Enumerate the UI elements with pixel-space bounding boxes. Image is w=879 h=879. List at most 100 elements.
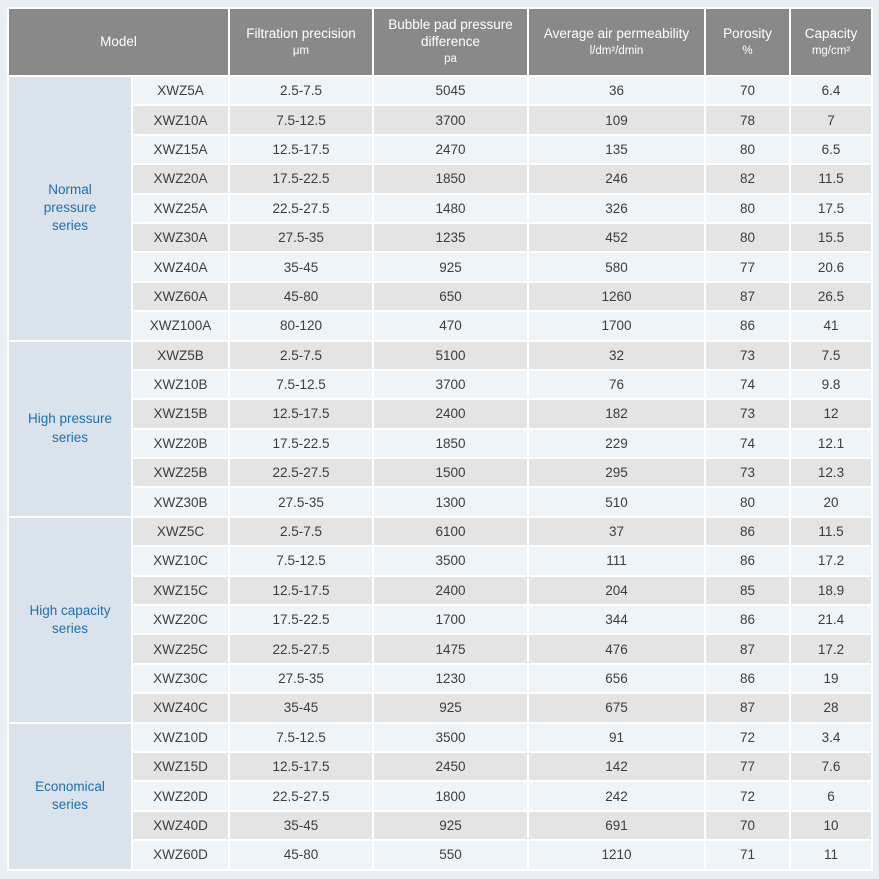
value-cell: 580 [529,253,704,281]
value-cell: 6 [791,782,871,810]
model-cell: XWZ20B [133,429,228,458]
value-cell: 72 [706,723,789,751]
value-cell: 27.5-35 [230,223,372,252]
value-cell: 18.9 [791,576,871,605]
model-cell: XWZ10B [133,370,228,399]
value-cell: 2450 [374,752,527,781]
value-cell: 7.5-12.5 [230,106,372,134]
value-cell: 675 [529,694,704,722]
value-cell: 17.5 [791,194,871,222]
value-cell: 35-45 [230,253,372,281]
group-label: High pressure series [27,411,113,445]
value-cell: 2.5-7.5 [230,517,372,546]
value-cell: 35-45 [230,811,372,840]
value-cell: 70 [706,77,789,105]
value-cell: 7 [791,106,871,134]
value-cell: 691 [529,811,704,840]
value-cell: 80-120 [230,312,372,340]
header-unit: μm [292,44,310,57]
value-cell: 80 [706,488,789,516]
value-cell: 326 [529,194,704,222]
value-cell: 71 [706,841,789,869]
value-cell: 925 [374,811,527,840]
value-cell: 2400 [374,576,527,605]
value-cell: 2.5-7.5 [230,341,372,369]
value-cell: 73 [706,400,789,428]
value-cell: 1800 [374,782,527,810]
header-cell: Filtration precision μm [230,9,372,75]
value-cell: 656 [529,664,704,693]
model-cell: XWZ60D [133,841,228,869]
value-cell: 12.5-17.5 [230,400,372,428]
value-cell: 22.5-27.5 [230,194,372,222]
value-cell: 32 [529,341,704,369]
header-title: Filtration precision [246,25,356,41]
model-cell: XWZ40A [133,253,228,281]
value-cell: 7.5-12.5 [230,370,372,399]
header-title: Capacity [804,25,858,41]
value-cell: 20 [791,488,871,516]
value-cell: 86 [706,606,789,634]
value-cell: 1210 [529,841,704,869]
value-cell: 2.5-7.5 [230,77,372,105]
value-cell: 78 [706,106,789,134]
model-cell: XWZ15C [133,576,228,605]
value-cell: 74 [706,370,789,399]
value-cell: 73 [706,459,789,487]
value-cell: 7.5-12.5 [230,547,372,575]
value-cell: 925 [374,694,527,722]
value-cell: 1850 [374,165,527,193]
model-cell: XWZ15D [133,752,228,781]
value-cell: 7.5 [791,341,871,369]
value-cell: 35-45 [230,694,372,722]
group-label: Economical series [35,778,105,813]
value-cell: 86 [706,664,789,693]
value-cell: 22.5-27.5 [230,459,372,487]
value-cell: 246 [529,165,704,193]
value-cell: 12.3 [791,459,871,487]
value-cell: 11.5 [791,517,871,546]
value-cell: 6.4 [791,77,871,105]
value-cell: 28 [791,694,871,722]
model-cell: XWZ15A [133,135,228,164]
header-unit: mg/cm² [811,44,851,57]
value-cell: 91 [529,723,704,751]
value-cell: 80 [706,135,789,164]
value-cell: 85 [706,576,789,605]
value-cell: 111 [529,547,704,575]
value-cell: 229 [529,429,704,458]
value-cell: 45-80 [230,841,372,869]
value-cell: 1475 [374,635,527,663]
value-cell: 36 [529,77,704,105]
value-cell: 12 [791,400,871,428]
model-cell: XWZ10A [133,106,228,134]
value-cell: 72 [706,782,789,810]
value-cell: 344 [529,606,704,634]
value-cell: 80 [706,223,789,252]
header-cell: Model [9,9,228,75]
value-cell: 109 [529,106,704,134]
group-cell: High pressure series [9,341,131,516]
value-cell: 1480 [374,194,527,222]
value-cell: 1700 [529,312,704,340]
value-cell: 3.4 [791,723,871,751]
value-cell: 510 [529,488,704,516]
value-cell: 182 [529,400,704,428]
value-cell: 3500 [374,723,527,751]
model-cell: XWZ100A [133,312,228,340]
model-cell: XWZ30C [133,664,228,693]
value-cell: 5045 [374,77,527,105]
value-cell: 12.1 [791,429,871,458]
value-cell: 204 [529,576,704,605]
value-cell: 295 [529,459,704,487]
header-cell: Bubble pad pressure difference pa [374,9,527,75]
value-cell: 41 [791,312,871,340]
header-unit: % [742,44,753,57]
value-cell: 27.5-35 [230,664,372,693]
value-cell: 1700 [374,606,527,634]
header-title: Average air permeability [543,25,690,41]
group-cell: High capacity series [9,517,131,722]
model-cell: XWZ20D [133,782,228,810]
value-cell: 242 [529,782,704,810]
model-cell: XWZ5C [133,517,228,546]
